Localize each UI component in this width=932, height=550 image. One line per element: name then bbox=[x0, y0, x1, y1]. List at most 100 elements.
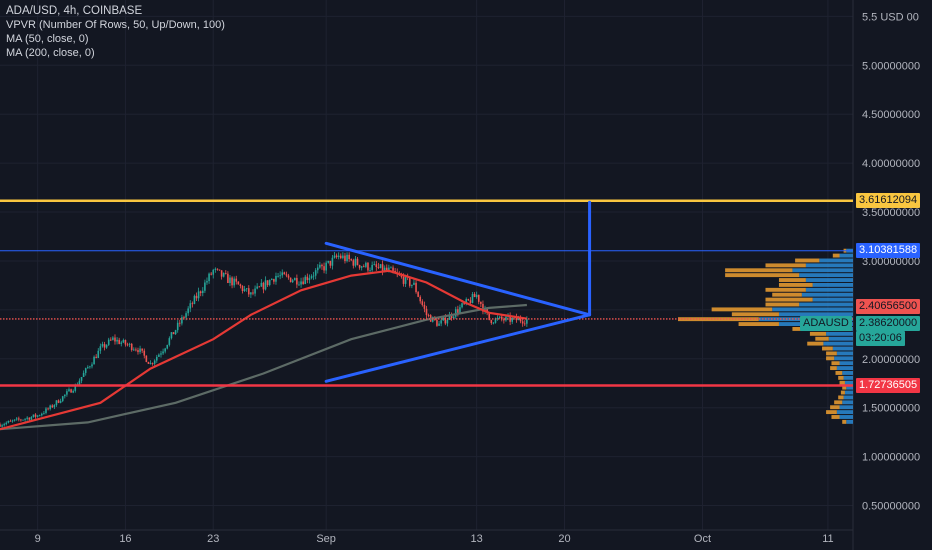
candle-body bbox=[319, 264, 321, 268]
candle-body bbox=[20, 419, 22, 421]
candle-body bbox=[477, 294, 480, 302]
candle-body bbox=[164, 348, 166, 352]
candle-body bbox=[273, 279, 275, 282]
volume-profile-down-bar bbox=[839, 380, 845, 385]
candle-body bbox=[187, 308, 189, 314]
candle-body bbox=[162, 351, 164, 354]
candle-body bbox=[486, 308, 488, 313]
symbol-label-tag: ADAUSD bbox=[800, 315, 852, 331]
candle-body bbox=[465, 299, 468, 304]
candle-body bbox=[279, 275, 281, 277]
candle-body bbox=[346, 254, 348, 262]
volume-profile-down-bar bbox=[822, 346, 833, 351]
candle-body bbox=[130, 343, 133, 351]
candle-body bbox=[266, 280, 269, 286]
candle-body bbox=[438, 323, 440, 326]
volume-profile-down-bar bbox=[809, 331, 827, 336]
candle-body bbox=[293, 277, 296, 281]
candle-body bbox=[417, 292, 419, 297]
y-tick-label: 3.00000000 bbox=[862, 256, 920, 268]
candle-body bbox=[174, 330, 177, 335]
candle-body bbox=[281, 272, 284, 276]
candle-body bbox=[325, 262, 327, 271]
grid-lines bbox=[0, 0, 853, 530]
volume-profile-down-bar bbox=[832, 253, 840, 258]
candle-body bbox=[30, 416, 33, 420]
volume-profile-up-bar bbox=[799, 302, 853, 307]
candle-body bbox=[126, 344, 129, 346]
candle-body bbox=[229, 277, 231, 284]
candle-body bbox=[13, 419, 16, 421]
candle-body bbox=[459, 307, 461, 313]
candle-body bbox=[308, 278, 311, 281]
candle-body bbox=[285, 274, 288, 276]
candle-body bbox=[254, 288, 256, 294]
candle-body bbox=[143, 350, 146, 356]
candle-body bbox=[415, 282, 417, 293]
y-tick-label: 0.50000000 bbox=[862, 501, 920, 513]
candle-body bbox=[74, 384, 77, 391]
candle-body bbox=[59, 401, 62, 403]
candle-body bbox=[82, 372, 85, 377]
indicator-ma200[interactable]: MA (200, close, 0) bbox=[6, 47, 95, 59]
volume-profile-down-bar bbox=[842, 385, 847, 390]
candle-body bbox=[457, 309, 459, 313]
volume-profile bbox=[678, 248, 853, 424]
candle-body bbox=[181, 317, 183, 324]
candle-body bbox=[197, 291, 200, 299]
candle-body bbox=[91, 364, 93, 367]
candle-body bbox=[11, 420, 14, 422]
candle-body bbox=[517, 318, 520, 321]
candle-body bbox=[452, 316, 455, 319]
candle-body bbox=[224, 272, 227, 274]
volume-profile-up-bar bbox=[839, 361, 853, 366]
candle-body bbox=[482, 303, 484, 312]
volume-profile-up-bar bbox=[843, 395, 853, 400]
volume-profile-up-bar bbox=[812, 282, 853, 287]
volume-profile-down-bar bbox=[778, 278, 806, 282]
candle-body bbox=[195, 295, 198, 299]
candle-body bbox=[45, 408, 47, 413]
candle-body bbox=[352, 260, 355, 266]
candle-body bbox=[335, 255, 338, 258]
candle-body bbox=[243, 289, 246, 292]
candle-body bbox=[105, 344, 108, 348]
symbol-title[interactable]: ADA/USD, 4h, COINBASE bbox=[6, 5, 143, 17]
candle-body bbox=[241, 285, 244, 292]
candle-body bbox=[314, 270, 317, 276]
candle-body bbox=[306, 276, 309, 281]
candle-body bbox=[193, 295, 196, 304]
candle-body bbox=[183, 317, 185, 318]
candle-body bbox=[84, 368, 87, 373]
candle-body bbox=[212, 269, 215, 275]
candle-body bbox=[49, 405, 51, 409]
candle-body bbox=[135, 349, 137, 351]
candle-body bbox=[118, 339, 120, 344]
candle-body bbox=[454, 309, 457, 317]
candle-body bbox=[70, 389, 72, 393]
indicator-vpvr[interactable]: VPVR (Number Of Rows, 50, Up/Down, 100) bbox=[6, 19, 225, 31]
candle-body bbox=[327, 260, 330, 263]
candle-body bbox=[425, 308, 428, 316]
candle-body bbox=[348, 254, 350, 260]
volume-profile-down-bar bbox=[738, 322, 779, 327]
indicator-ma50[interactable]: MA (50, close, 0) bbox=[6, 33, 89, 45]
candle-body bbox=[235, 278, 238, 282]
candle-body bbox=[72, 390, 74, 393]
price-tag-level: 2.40656500 bbox=[856, 299, 921, 315]
candle-body bbox=[505, 316, 507, 321]
candle-body bbox=[36, 415, 39, 417]
volume-profile-up-bar bbox=[842, 400, 853, 405]
candle-body bbox=[277, 275, 279, 277]
candle-body bbox=[66, 391, 68, 395]
volume-profile-up-bar bbox=[844, 380, 853, 385]
candle-body bbox=[250, 292, 252, 295]
candle-body bbox=[383, 267, 386, 272]
volume-profile-down-bar bbox=[830, 405, 840, 410]
candle-body bbox=[283, 272, 286, 275]
candle-body bbox=[141, 348, 143, 351]
candle-body bbox=[189, 303, 192, 309]
candle-body bbox=[526, 319, 528, 324]
volume-profile-up-bar bbox=[823, 341, 853, 346]
